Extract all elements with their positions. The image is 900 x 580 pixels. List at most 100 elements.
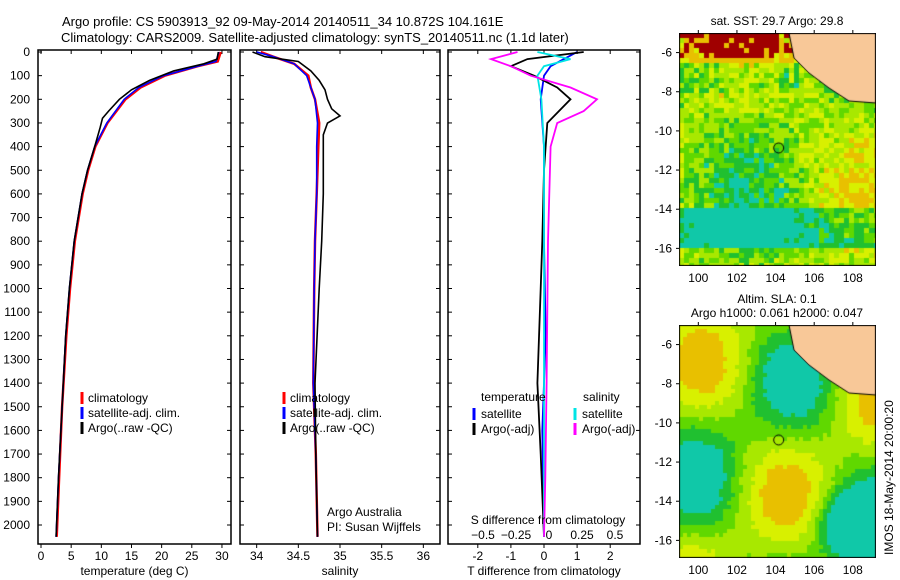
map-x-tick-label: 100 [688, 271, 708, 285]
x-tick-label: 35 [333, 549, 347, 563]
annotation-line-1: Argo Australia [327, 505, 402, 519]
legend-label: Argo(-adj) [481, 422, 534, 436]
s-axis-label: S difference from climatology [471, 513, 626, 527]
map-y-tick-label: -14 [655, 494, 673, 508]
plot-frame-0 [37, 49, 232, 545]
sst-map-title: sat. SST: 29.7 Argo: 29.8 [710, 14, 844, 28]
plot-frame-1 [239, 49, 441, 545]
map-x-tick-label: 100 [688, 563, 708, 577]
sla-map-title-2: Argo h1000: 0.061 h2000: 0.047 [690, 306, 864, 320]
y-tick-label: 800 [10, 234, 30, 248]
y-tick-label: 1600 [3, 423, 30, 437]
profile-line-salinity-argo-adj- [487, 51, 599, 537]
y-tick-label: 1200 [3, 329, 30, 343]
x-tick-label: -2 [472, 549, 483, 563]
map-y-tick-label: -8 [661, 85, 672, 99]
y-tick-label: 1400 [3, 376, 30, 390]
title-line-2: Climatology: CARS2009. Satellite-adjuste… [61, 30, 569, 45]
profile-line-climatology [55, 51, 222, 537]
legend-label: climatology [290, 391, 350, 405]
map-y-tick-label: -10 [655, 416, 673, 430]
y-tick-label: 0 [23, 45, 30, 59]
y-tick-label: 1700 [3, 447, 30, 461]
y-tick-label: 600 [10, 187, 30, 201]
x-axis-label: temperature (deg C) [80, 564, 188, 578]
sst-map [679, 33, 876, 266]
map-y-tick-label: -6 [661, 46, 672, 60]
s-tick-label: 0 [546, 528, 553, 542]
y-tick-label: 400 [10, 140, 30, 154]
s-tick-label: 0.5 [607, 528, 624, 542]
x-tick-label: 34 [250, 549, 264, 563]
map-x-tick-label: 108 [843, 271, 863, 285]
map-y-tick-label: -16 [655, 241, 673, 255]
profile-line-salinity-satellite [536, 51, 571, 537]
x-tick-label: 25 [185, 549, 199, 563]
x-tick-label: 0 [541, 549, 548, 563]
profile-line-argo-raw-qc- [55, 51, 220, 537]
legend-label: satellite-adj. clim. [290, 406, 382, 420]
legend-label: Argo(..raw -QC) [290, 421, 375, 435]
map-y-tick-label: -12 [655, 163, 673, 177]
s-tick-label: −0.5 [471, 528, 495, 542]
x-tick-label: -1 [506, 549, 517, 563]
map-x-tick-label: 108 [843, 563, 863, 577]
y-tick-label: 1300 [3, 352, 30, 366]
y-tick-label: 900 [10, 258, 30, 272]
y-tick-label: 200 [10, 92, 30, 106]
x-tick-label: 10 [95, 549, 109, 563]
x-tick-label: 5 [68, 549, 75, 563]
x-tick-label: 34.5 [287, 549, 311, 563]
x-tick-label: 0 [38, 549, 45, 563]
x-tick-label: 1 [574, 549, 581, 563]
x-tick-label: 15 [125, 549, 139, 563]
x-axis-label: T difference from climatology [467, 564, 621, 578]
legend-label: Argo(-adj) [582, 422, 635, 436]
map-y-tick-label: -16 [655, 533, 673, 547]
x-tick-label: 30 [215, 549, 229, 563]
map-x-tick-label: 102 [727, 271, 747, 285]
map-x-tick-label: 106 [804, 563, 824, 577]
y-tick-label: 1800 [3, 471, 30, 485]
s-tick-label: 0.25 [570, 528, 594, 542]
profile-line-argo-raw-qc- [252, 51, 342, 537]
map-x-tick-label: 104 [766, 271, 786, 285]
legend-label: satellite [481, 407, 522, 421]
map-y-tick-label: -10 [655, 124, 673, 138]
map-y-tick-label: -12 [655, 455, 673, 469]
x-tick-label: 36 [417, 549, 431, 563]
map-y-tick-label: -14 [655, 202, 673, 216]
s-tick-label: −0.25 [501, 528, 532, 542]
map-x-tick-label: 102 [727, 563, 747, 577]
y-tick-label: 500 [10, 163, 30, 177]
profile-line-climatology [260, 50, 321, 537]
annotation-line-2: PI: Susan Wijffels [327, 520, 421, 534]
y-tick-label: 1000 [3, 282, 30, 296]
y-tick-label: 1500 [3, 400, 30, 414]
title-line-1: Argo profile: CS 5903913_92 09-May-2014 … [62, 14, 504, 29]
y-tick-label: 1900 [3, 494, 30, 508]
map-x-tick-label: 104 [766, 563, 786, 577]
map-y-tick-label: -8 [661, 377, 672, 391]
y-tick-label: 700 [10, 211, 30, 225]
profile-line-satellite-adj-clim- [256, 51, 319, 537]
legend-label: climatology [88, 391, 148, 405]
legend-temperature-title: temperature [481, 390, 546, 404]
map-x-tick-label: 106 [804, 271, 824, 285]
y-tick-label: 2000 [3, 518, 30, 532]
sla-map [679, 325, 876, 558]
legend-label: satellite-adj. clim. [88, 406, 180, 420]
profile-line-satellite-adj-clim- [55, 51, 220, 537]
sla-map-title-1: Altim. SLA: 0.1 [737, 292, 817, 306]
legend-label: Argo(..raw -QC) [88, 421, 173, 435]
y-tick-label: 100 [10, 69, 30, 83]
x-tick-label: 2 [607, 549, 614, 563]
x-axis-label: salinity [322, 564, 359, 578]
map-y-tick-label: -6 [661, 338, 672, 352]
imos-credit: IMOS 18-May-2014 20:00:20 [882, 400, 896, 555]
legend-salinity-title: salinity [583, 390, 620, 404]
y-tick-label: 1100 [4, 305, 30, 319]
x-tick-label: 35.5 [370, 549, 394, 563]
